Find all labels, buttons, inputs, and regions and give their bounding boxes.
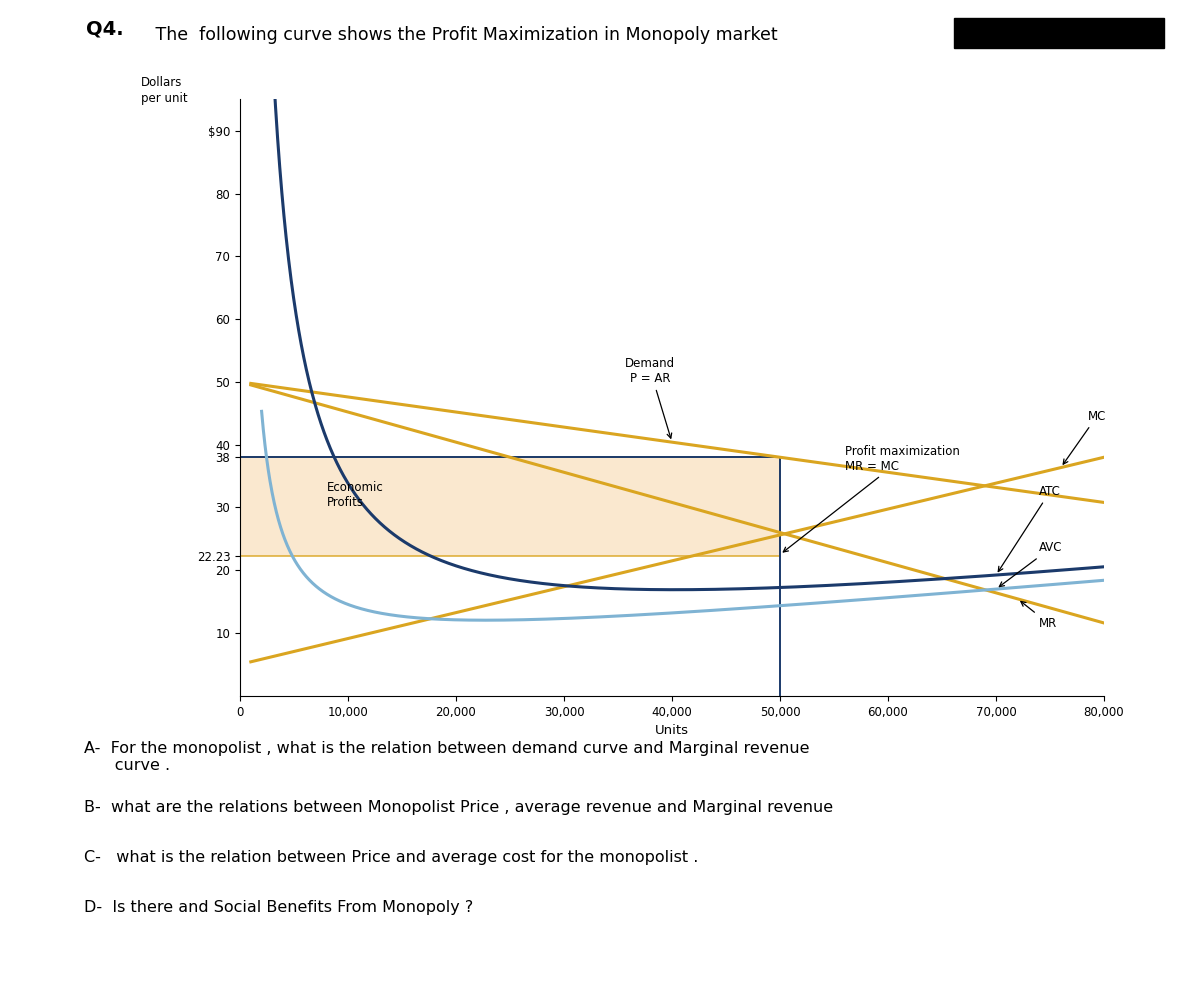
Text: MC: MC (1063, 410, 1106, 464)
Text: C-   what is the relation between Price and average cost for the monopolist .: C- what is the relation between Price an… (84, 850, 698, 865)
Text: Dollars
per unit: Dollars per unit (140, 76, 187, 104)
X-axis label: Units: Units (655, 724, 689, 738)
Text: AVC: AVC (1000, 542, 1063, 586)
Text: Q4.: Q4. (86, 20, 124, 39)
Text: B-  what are the relations between Monopolist Price , average revenue and Margin: B- what are the relations between Monopo… (84, 800, 833, 815)
Bar (240, 457, 780, 557)
Text: A-  For the monopolist , what is the relation between demand curve and Marginal : A- For the monopolist , what is the rela… (84, 741, 810, 773)
Text: The  following curve shows the Profit Maximization in Monopoly market: The following curve shows the Profit Max… (150, 26, 778, 44)
Text: D-  Is there and Social Benefits From Monopoly ?: D- Is there and Social Benefits From Mon… (84, 900, 473, 914)
Text: ATC: ATC (998, 485, 1061, 572)
Text: Demand
P = AR: Demand P = AR (625, 357, 676, 438)
Text: Economic
Profits: Economic Profits (326, 481, 383, 509)
Text: MR: MR (1021, 601, 1057, 630)
Text: Profit maximization
MR = MC: Profit maximization MR = MC (784, 444, 960, 552)
